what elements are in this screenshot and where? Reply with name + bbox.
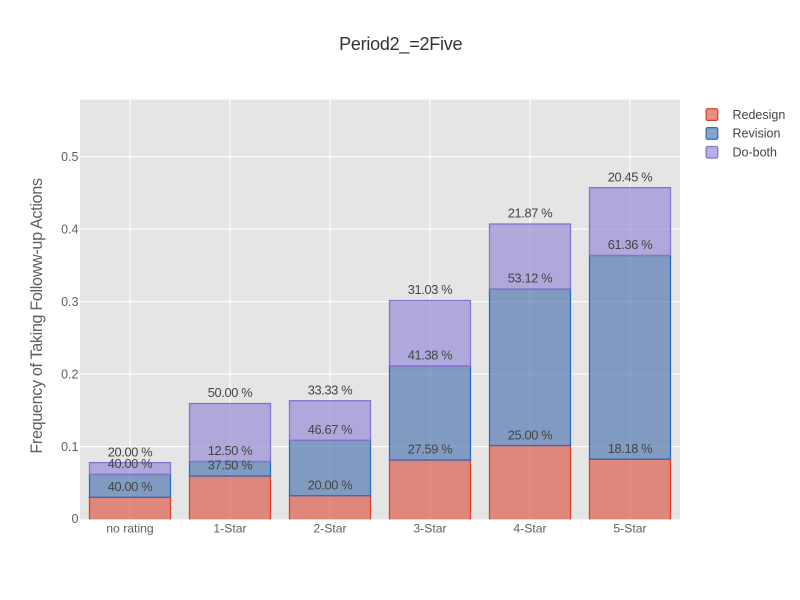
svg-text:Redesign: Redesign — [733, 108, 786, 122]
svg-text:20.00 %: 20.00 % — [308, 477, 353, 492]
svg-text:40.00 %: 40.00 % — [108, 456, 153, 471]
svg-text:20.45 %: 20.45 % — [608, 169, 653, 184]
svg-text:31.03 %: 31.03 % — [408, 282, 453, 297]
svg-text:3-Star: 3-Star — [413, 522, 446, 536]
svg-text:0.3: 0.3 — [61, 295, 78, 309]
svg-text:no rating: no rating — [106, 522, 153, 536]
svg-text:61.36 %: 61.36 % — [608, 237, 653, 252]
svg-text:33.33 %: 33.33 % — [308, 382, 353, 397]
svg-text:46.67 %: 46.67 % — [308, 422, 353, 437]
svg-text:4-Star: 4-Star — [513, 522, 546, 536]
svg-text:50.00 %: 50.00 % — [208, 385, 253, 400]
svg-text:20.00 %: 20.00 % — [108, 444, 153, 459]
svg-text:25.00 %: 25.00 % — [508, 427, 553, 442]
svg-text:18.18 %: 18.18 % — [608, 441, 653, 456]
svg-text:Revision: Revision — [733, 127, 781, 141]
svg-text:5-Star: 5-Star — [613, 522, 646, 536]
svg-text:41.38 %: 41.38 % — [408, 348, 453, 363]
svg-text:0: 0 — [72, 512, 79, 526]
svg-text:Frequency of Taking Followw-up: Frequency of Taking Followw-up Actions — [28, 178, 46, 453]
svg-text:1-Star: 1-Star — [213, 522, 246, 536]
svg-text:0.2: 0.2 — [61, 367, 78, 381]
svg-text:2-Star: 2-Star — [313, 522, 346, 536]
svg-text:27.59 %: 27.59 % — [408, 442, 453, 457]
svg-text:53.12 %: 53.12 % — [508, 271, 553, 286]
svg-text:0.1: 0.1 — [61, 440, 78, 454]
svg-text:12.50 %: 12.50 % — [208, 443, 253, 458]
svg-text:37.50 %: 37.50 % — [208, 458, 253, 473]
svg-text:0.5: 0.5 — [61, 150, 78, 164]
svg-text:0.4: 0.4 — [61, 222, 78, 236]
svg-text:40.00 %: 40.00 % — [108, 479, 153, 494]
svg-text:Do-both: Do-both — [733, 146, 778, 160]
svg-text:Period2_=2Five: Period2_=2Five — [339, 34, 462, 55]
svg-text:21.87 %: 21.87 % — [508, 206, 553, 221]
